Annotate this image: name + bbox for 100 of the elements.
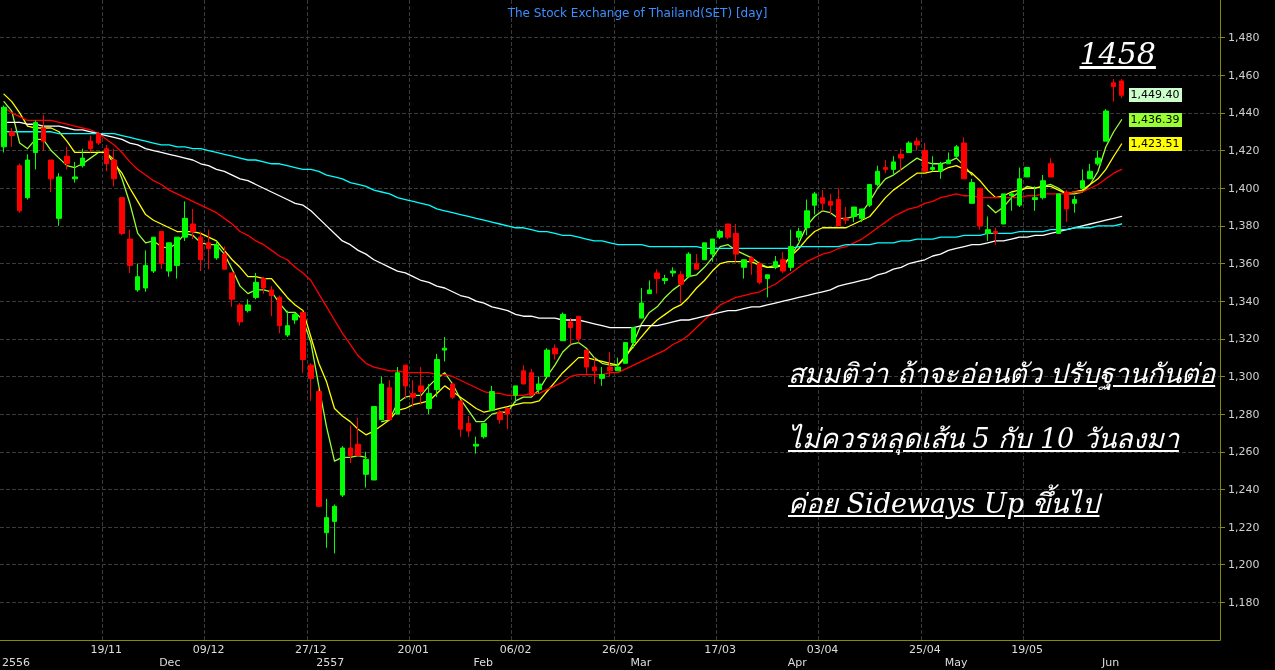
candlestick	[25, 153, 30, 201]
candlestick	[159, 231, 164, 270]
candlestick	[584, 349, 589, 376]
candlestick	[859, 208, 865, 223]
candlestick	[788, 229, 794, 272]
candlestick	[607, 351, 613, 377]
candlestick	[938, 161, 943, 180]
candlestick	[686, 251, 691, 278]
candlestick	[969, 178, 975, 204]
candlestick	[930, 155, 935, 172]
candlestick	[119, 197, 125, 236]
x-tick-label: 26/02	[602, 643, 634, 656]
candlestick	[363, 451, 369, 489]
candlestick	[717, 229, 723, 240]
candlestick	[985, 215, 991, 242]
candlestick	[796, 227, 802, 242]
candlestick	[222, 246, 227, 270]
candlestick	[1072, 195, 1077, 214]
candlestick	[836, 187, 841, 227]
annotation: ไม่ควรหลุดเส้น 5 กับ 10 วันลงมา	[788, 422, 1179, 457]
candlestick	[466, 415, 471, 438]
candlestick	[166, 242, 172, 278]
y-tick-label: 1,440	[1228, 106, 1260, 120]
candlestick	[371, 406, 377, 481]
candlestick	[568, 317, 573, 345]
candlestick	[104, 144, 109, 172]
candlestick	[410, 379, 416, 408]
y-tick-label: 1,360	[1228, 257, 1260, 271]
candlestick	[237, 302, 243, 327]
candlestick	[269, 285, 274, 317]
candlestick	[127, 229, 133, 274]
candlestick	[473, 436, 479, 455]
y-tick-label: 1,260	[1228, 445, 1260, 459]
candlestick	[41, 114, 46, 152]
candlestick	[891, 155, 896, 176]
candlestick	[922, 142, 928, 172]
candlestick	[505, 407, 510, 430]
candlestick	[458, 400, 463, 438]
candlestick	[174, 236, 180, 280]
text: Mar	[630, 656, 652, 669]
candlestick	[1087, 163, 1093, 180]
candlestick	[670, 266, 676, 278]
x-tick-label: 17/03	[704, 643, 737, 656]
candlestick	[1009, 191, 1014, 212]
candlestick	[592, 357, 597, 385]
candlestick	[245, 298, 251, 313]
candlestick	[340, 445, 345, 498]
text: 1,449.40	[1130, 88, 1180, 102]
candlestick	[1001, 193, 1006, 225]
candlestick	[64, 146, 70, 170]
candlestick	[741, 259, 747, 280]
candlestick	[733, 223, 739, 263]
candlestick	[513, 385, 518, 404]
candlestick	[1103, 108, 1109, 142]
x-tick-label: 06/02	[499, 643, 532, 656]
candlestick	[308, 362, 314, 402]
candlestick	[560, 311, 566, 342]
x-tick-label: 09/12	[192, 643, 225, 656]
candlestick	[851, 206, 857, 223]
candlestick	[639, 287, 644, 319]
text: 2556	[2, 656, 30, 669]
candlestick	[914, 136, 920, 152]
candlestick	[749, 255, 754, 276]
y-tick-label: 1,180	[1228, 595, 1260, 609]
candlestick	[678, 270, 684, 304]
y-tick-label: 1,240	[1228, 482, 1260, 496]
candlestick	[1017, 167, 1022, 208]
candlestick	[261, 276, 266, 295]
candlestick	[843, 206, 849, 225]
candlestick	[214, 240, 219, 261]
candlestick	[875, 165, 880, 187]
candlestick	[111, 148, 117, 187]
text: Feb	[473, 656, 493, 669]
candlestick	[615, 357, 621, 372]
candlestick	[993, 227, 998, 246]
candlestick	[765, 274, 770, 298]
candlestick	[954, 144, 959, 159]
candlestick	[694, 253, 699, 270]
y-tick-label: 1,420	[1228, 144, 1260, 158]
text: Dec	[159, 656, 181, 669]
x-tick-label: 20/01	[397, 643, 430, 656]
x-tick-label: 03/04	[806, 643, 839, 656]
candlestick	[135, 263, 140, 293]
candlestick	[552, 343, 558, 361]
y-tick-label: 1,380	[1228, 219, 1260, 233]
candlestick	[96, 131, 101, 146]
candlestick	[961, 136, 967, 180]
candlestick	[647, 279, 652, 295]
candlestick	[820, 189, 825, 212]
candlestick	[1064, 189, 1069, 223]
candlestick	[946, 151, 951, 165]
y-tick-label: 1,280	[1228, 407, 1260, 421]
candlestick	[324, 498, 329, 549]
text: The Stock Exchange of Thailand(SET) [day]	[506, 6, 768, 20]
candlestick	[780, 251, 786, 274]
text: 2557	[316, 656, 345, 669]
candlestick	[481, 423, 487, 440]
y-tick-label: 1,480	[1228, 31, 1260, 45]
candlestick	[757, 261, 762, 285]
candlestick	[1095, 150, 1101, 167]
